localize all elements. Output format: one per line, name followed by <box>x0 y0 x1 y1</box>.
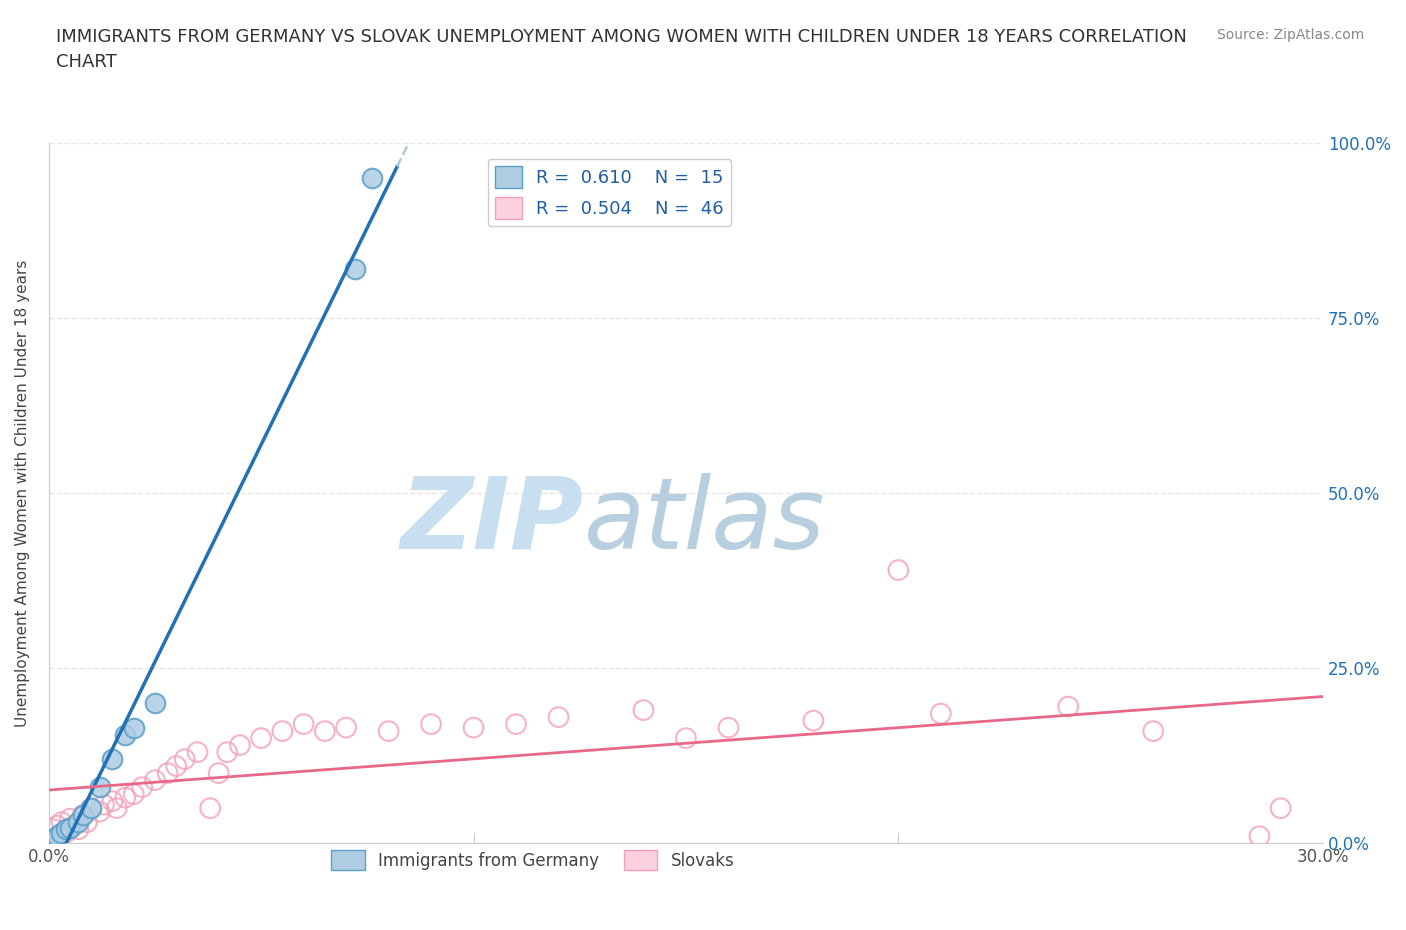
Legend: Immigrants from Germany, Slovaks: Immigrants from Germany, Slovaks <box>325 844 741 877</box>
Point <box>335 720 357 735</box>
Point <box>76 815 98 830</box>
Point <box>208 765 231 780</box>
Point <box>101 751 124 766</box>
Point <box>114 727 136 742</box>
Text: Source: ZipAtlas.com: Source: ZipAtlas.com <box>1216 28 1364 42</box>
Point <box>360 170 382 185</box>
Point <box>46 818 69 833</box>
Point <box>131 779 153 794</box>
Point <box>101 793 124 808</box>
Point <box>217 745 239 760</box>
Point <box>343 261 366 276</box>
Point <box>547 710 569 724</box>
Point <box>1057 699 1080 714</box>
Point <box>186 745 208 760</box>
Point <box>80 801 103 816</box>
Point <box>51 825 73 840</box>
Point <box>929 706 952 721</box>
Point <box>377 724 399 738</box>
Point <box>143 696 166 711</box>
Point <box>93 797 115 812</box>
Point <box>122 720 145 735</box>
Point <box>463 720 485 735</box>
Point <box>51 815 73 830</box>
Point <box>1270 801 1292 816</box>
Point <box>675 731 697 746</box>
Point <box>63 818 86 833</box>
Point <box>143 773 166 788</box>
Point <box>59 811 82 826</box>
Point <box>42 832 65 847</box>
Point <box>114 790 136 805</box>
Point <box>1142 724 1164 738</box>
Point <box>165 759 187 774</box>
Point <box>67 822 90 837</box>
Point <box>42 822 65 837</box>
Text: atlas: atlas <box>583 472 825 569</box>
Point <box>72 808 94 823</box>
Point <box>55 822 77 837</box>
Point <box>55 825 77 840</box>
Point <box>46 829 69 844</box>
Point <box>292 717 315 732</box>
Point <box>1249 829 1271 844</box>
Text: ZIP: ZIP <box>401 472 583 569</box>
Point <box>271 724 294 738</box>
Point <box>80 801 103 816</box>
Point <box>717 720 740 735</box>
Point <box>420 717 443 732</box>
Point <box>89 804 111 819</box>
Y-axis label: Unemployment Among Women with Children Under 18 years: Unemployment Among Women with Children U… <box>15 259 30 726</box>
Text: IMMIGRANTS FROM GERMANY VS SLOVAK UNEMPLOYMENT AMONG WOMEN WITH CHILDREN UNDER 1: IMMIGRANTS FROM GERMANY VS SLOVAK UNEMPL… <box>56 28 1187 71</box>
Point <box>59 820 82 835</box>
Point <box>505 717 527 732</box>
Point <box>122 787 145 802</box>
Point <box>156 765 179 780</box>
Point <box>803 713 825 728</box>
Point <box>89 779 111 794</box>
Point <box>173 751 195 766</box>
Point <box>250 731 273 746</box>
Point <box>72 808 94 823</box>
Point <box>887 563 910 578</box>
Point <box>633 703 655 718</box>
Point <box>105 801 128 816</box>
Point <box>67 815 90 830</box>
Point <box>314 724 336 738</box>
Point <box>198 801 221 816</box>
Point <box>229 737 252 752</box>
